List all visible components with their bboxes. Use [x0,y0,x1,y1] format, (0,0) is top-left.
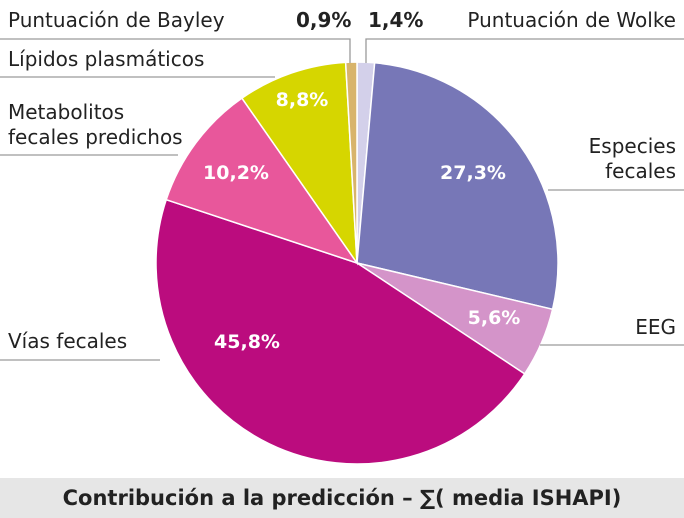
slice-value-label-3: 45,8% [214,331,280,353]
label-lipidos: Lípidos plasmáticos [8,47,205,71]
chart-title: Contribución a la predicción – ∑( media … [0,478,684,518]
label-vias: Vías fecales [8,329,128,353]
pie-slice-4 [165,97,359,265]
pie-slice-1 [356,61,559,311]
label-bayley: Puntuación de Bayley [8,8,225,32]
leader-line-bayley [0,38,351,63]
pie-slice-5 [240,61,358,266]
label-eeg: EEG [635,315,676,339]
pie-slice-6 [344,61,358,264]
label-especies: Especies fecales [588,134,676,183]
slice-value-label-1: 27,3% [440,162,506,184]
label-wolke: Puntuación de Wolke [467,8,676,32]
slice-value-label-4: 10,2% [203,162,269,184]
slice-value-label-5: 8,8% [275,89,329,111]
pie-slice-3 [155,198,526,465]
label-metabolitos: Metabolitos fecales predichos [8,100,183,149]
slice-value-label-2: 5,6% [467,307,521,329]
leader-line-wolke [365,38,684,63]
pct-bayley: 0,9% [296,8,352,32]
pct-wolke: 1,4% [368,8,424,32]
